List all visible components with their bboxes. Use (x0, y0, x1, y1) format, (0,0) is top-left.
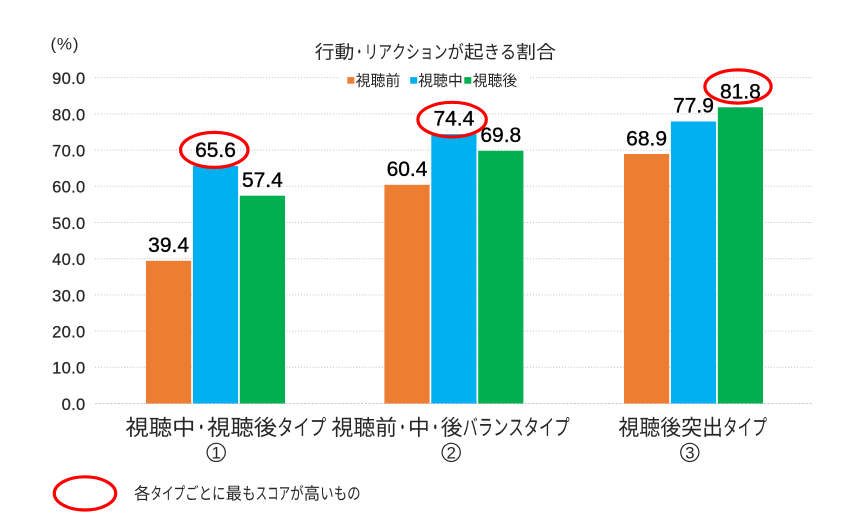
svg-text:(%): (%) (50, 35, 79, 54)
svg-text:77.9: 77.9 (673, 95, 714, 118)
svg-text:10.0: 10.0 (52, 360, 85, 378)
svg-text:80.0: 80.0 (52, 106, 85, 124)
svg-text:39.4: 39.4 (148, 234, 189, 257)
svg-text:90.0: 90.0 (52, 70, 85, 88)
svg-text:57.4: 57.4 (242, 169, 283, 192)
svg-text:2: 2 (446, 444, 455, 463)
svg-text:30.0: 30.0 (52, 287, 85, 305)
svg-text:70.0: 70.0 (52, 143, 85, 161)
svg-text:3: 3 (685, 444, 694, 463)
svg-text:74.4: 74.4 (433, 107, 474, 130)
svg-text:65.6: 65.6 (195, 139, 236, 162)
svg-text:60.0: 60.0 (52, 179, 85, 197)
svg-text:81.8: 81.8 (720, 81, 761, 104)
svg-text:20.0: 20.0 (52, 324, 85, 342)
svg-text:40.0: 40.0 (52, 251, 85, 269)
svg-text:68.9: 68.9 (626, 127, 667, 150)
svg-text:1: 1 (211, 444, 220, 463)
svg-text:69.8: 69.8 (480, 124, 521, 147)
svg-text:60.4: 60.4 (387, 158, 428, 181)
svg-text:50.0: 50.0 (52, 215, 85, 233)
svg-text:0.0: 0.0 (62, 396, 86, 414)
